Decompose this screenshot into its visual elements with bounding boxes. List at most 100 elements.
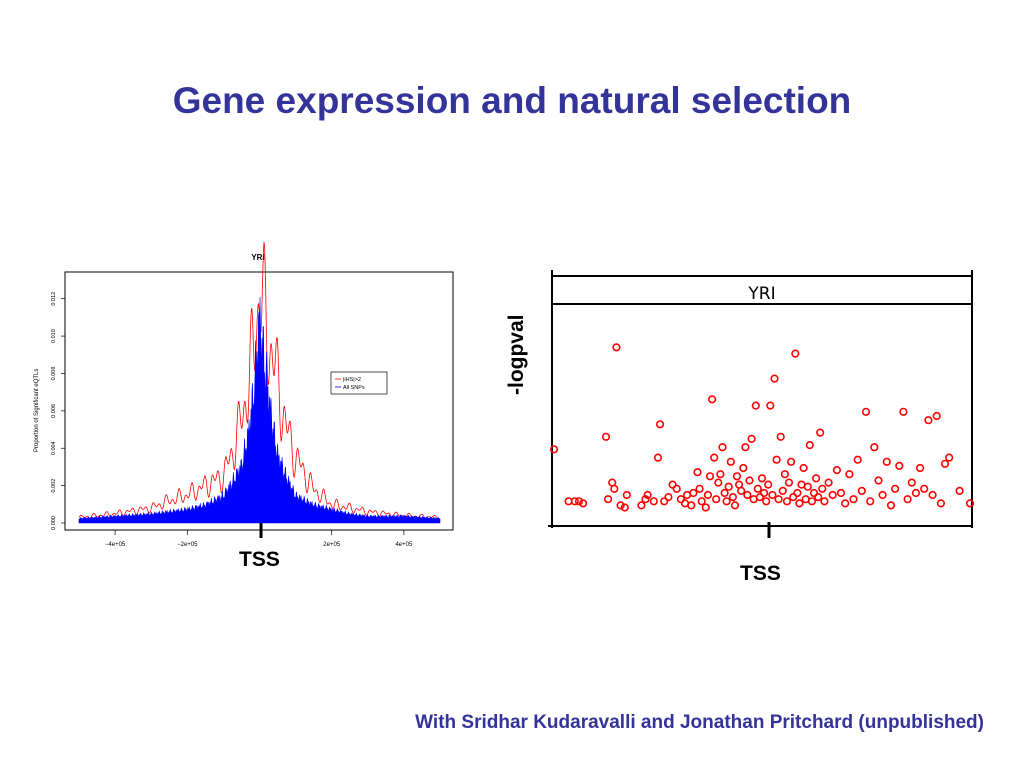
scatter-point <box>809 488 819 498</box>
scatter-point <box>795 499 804 508</box>
scatter-point <box>603 495 613 504</box>
scatter-point <box>895 461 904 471</box>
scatter-point <box>772 455 781 464</box>
scatter-point <box>676 495 686 504</box>
scatter-point <box>936 499 946 508</box>
left-chart-title: YRI <box>251 253 264 262</box>
scatter-point <box>924 416 933 425</box>
scatter-point <box>741 443 750 452</box>
scatter-point <box>791 349 800 358</box>
scatter-point <box>693 468 702 477</box>
scatter-point <box>886 501 896 510</box>
scatter-point <box>915 463 925 473</box>
left-x-tick-label: −2e+05 <box>177 542 198 548</box>
scatter-point <box>955 486 964 496</box>
scatter-point <box>824 478 833 487</box>
scatter-point <box>705 472 715 481</box>
scatter-point <box>726 457 735 466</box>
scatter-point <box>601 432 611 441</box>
scatter-point <box>911 488 921 498</box>
scatter-point <box>718 443 727 452</box>
scatter-point <box>768 490 777 500</box>
scatter-point <box>687 501 696 510</box>
scatter-point <box>836 488 846 498</box>
scatter-point <box>707 395 717 404</box>
scatter-point <box>753 484 762 493</box>
left-series-all-snps <box>78 296 441 524</box>
scatter-point <box>907 478 916 487</box>
scatter-point <box>701 503 710 512</box>
slide-title: Gene expression and natural selection <box>172 80 852 121</box>
scatter-point <box>660 497 669 506</box>
scatter-point <box>737 486 746 496</box>
scatter-point <box>620 503 629 512</box>
scatter-point <box>668 480 677 489</box>
scatter-point <box>732 472 742 481</box>
scatter-point <box>730 501 740 510</box>
left-y-tick-label: 0.008 <box>51 367 57 381</box>
scatter-point <box>853 455 862 464</box>
scatter-point <box>857 486 866 496</box>
scatter-point <box>793 488 802 498</box>
scatter-point <box>789 493 798 502</box>
scatter-point <box>778 486 787 496</box>
scatter-point <box>622 490 631 500</box>
scatter-point <box>805 441 814 450</box>
scatter-point <box>641 495 650 504</box>
scatter-point <box>866 497 875 506</box>
scatter-point <box>703 490 713 500</box>
scatter-point <box>861 407 871 416</box>
scatter-point <box>820 497 829 506</box>
scatter-point <box>751 401 760 410</box>
scatter-point <box>649 497 658 506</box>
scatter-point <box>784 478 794 487</box>
scatter-point <box>816 428 825 437</box>
scatter-point <box>710 453 719 462</box>
right-strip-title: YRI <box>747 284 775 304</box>
scatter-point <box>743 490 752 500</box>
scatter-point <box>764 480 773 489</box>
scatter-point <box>610 484 619 493</box>
scatter-point <box>574 497 584 506</box>
right-y-axis-label: -logpval <box>505 314 528 395</box>
left-plot-frame <box>64 271 454 531</box>
scatter-point <box>828 490 837 500</box>
scatter-point <box>653 453 663 462</box>
scatter-point <box>903 495 912 504</box>
scatter-point <box>720 488 729 498</box>
scatter-point <box>811 474 821 483</box>
scatter-point <box>932 411 941 421</box>
scatter-point <box>849 495 858 504</box>
scatter-point <box>786 457 796 466</box>
scatter-point <box>899 407 908 416</box>
scatter-point <box>724 482 733 491</box>
left-x-tick-label: 2e+05 <box>323 542 341 548</box>
scatter-point <box>655 420 665 429</box>
scatter-point <box>965 499 975 508</box>
scatter-point <box>739 463 748 473</box>
scatter-point <box>728 493 738 502</box>
scatter-point <box>612 343 621 352</box>
scatter-point <box>841 499 850 508</box>
left-y-tick-label: 0.002 <box>51 479 57 493</box>
scatter-point <box>762 497 771 506</box>
left-y-tick-label: 0.000 <box>51 516 57 530</box>
credit-line: With Sridhar Kudaravalli and Jonathan Pr… <box>415 712 984 733</box>
scatter-point <box>695 484 704 493</box>
scatter-point <box>874 476 883 485</box>
scatter-point <box>637 501 646 510</box>
scatter-point <box>549 445 559 454</box>
scatter-point <box>722 497 731 506</box>
scatter-point <box>890 484 900 493</box>
scatter-point <box>643 490 652 500</box>
scatter-point <box>774 495 783 504</box>
scatter-point <box>570 497 579 506</box>
scatter-point <box>803 482 812 491</box>
left-y-axis-label: Proportion of Significant eQTLs <box>34 369 40 452</box>
scatter-point <box>757 474 767 483</box>
scatter-point <box>818 484 827 493</box>
scatter-point <box>697 497 706 506</box>
left-x-tick-label: −4e+05 <box>105 542 126 548</box>
scatter-point <box>940 459 950 468</box>
